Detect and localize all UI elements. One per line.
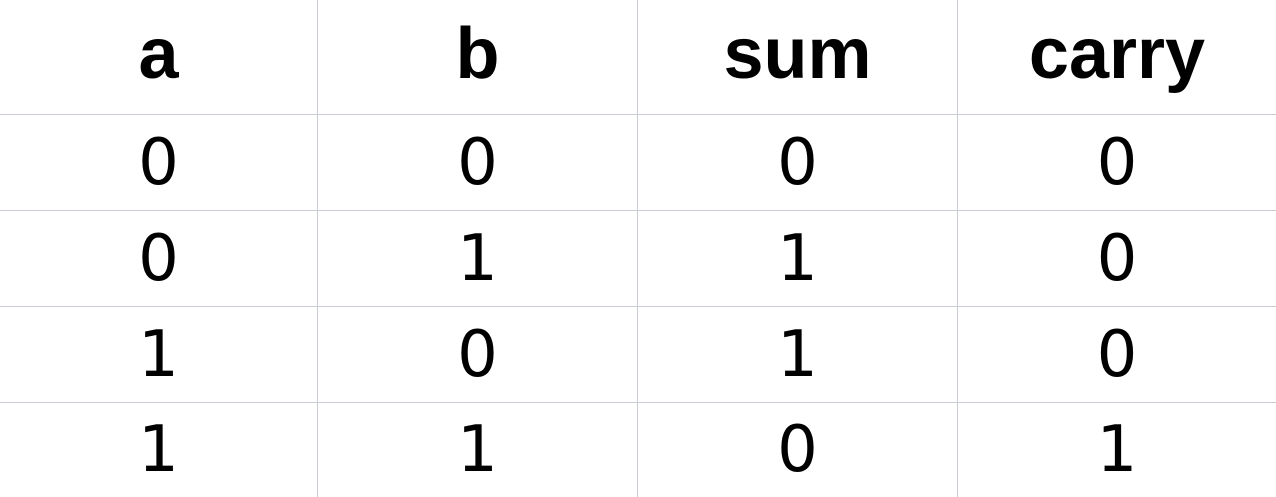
cell-a: 1: [0, 307, 318, 403]
header-b: b: [318, 0, 638, 115]
cell-b: 0: [318, 115, 638, 211]
cell-carry: 0: [958, 115, 1276, 211]
cell-a: 0: [0, 211, 318, 307]
cell-a: 1: [0, 403, 318, 497]
cell-b: 1: [318, 403, 638, 497]
cell-sum: 0: [638, 403, 958, 497]
cell-carry: 0: [958, 307, 1276, 403]
cell-carry: 1: [1096, 413, 1138, 487]
cell-b: 0: [318, 307, 638, 403]
header-sum: sum: [638, 0, 958, 115]
cell-carry: 0: [958, 211, 1276, 307]
cell-sum: 1: [638, 211, 958, 307]
cell-b: 1: [318, 211, 638, 307]
header-a: a: [0, 0, 318, 115]
cell-a: 0: [0, 115, 318, 211]
header-carry: carry: [958, 0, 1276, 115]
cell-sum: 1: [638, 307, 958, 403]
cell-sum: 0: [638, 115, 958, 211]
